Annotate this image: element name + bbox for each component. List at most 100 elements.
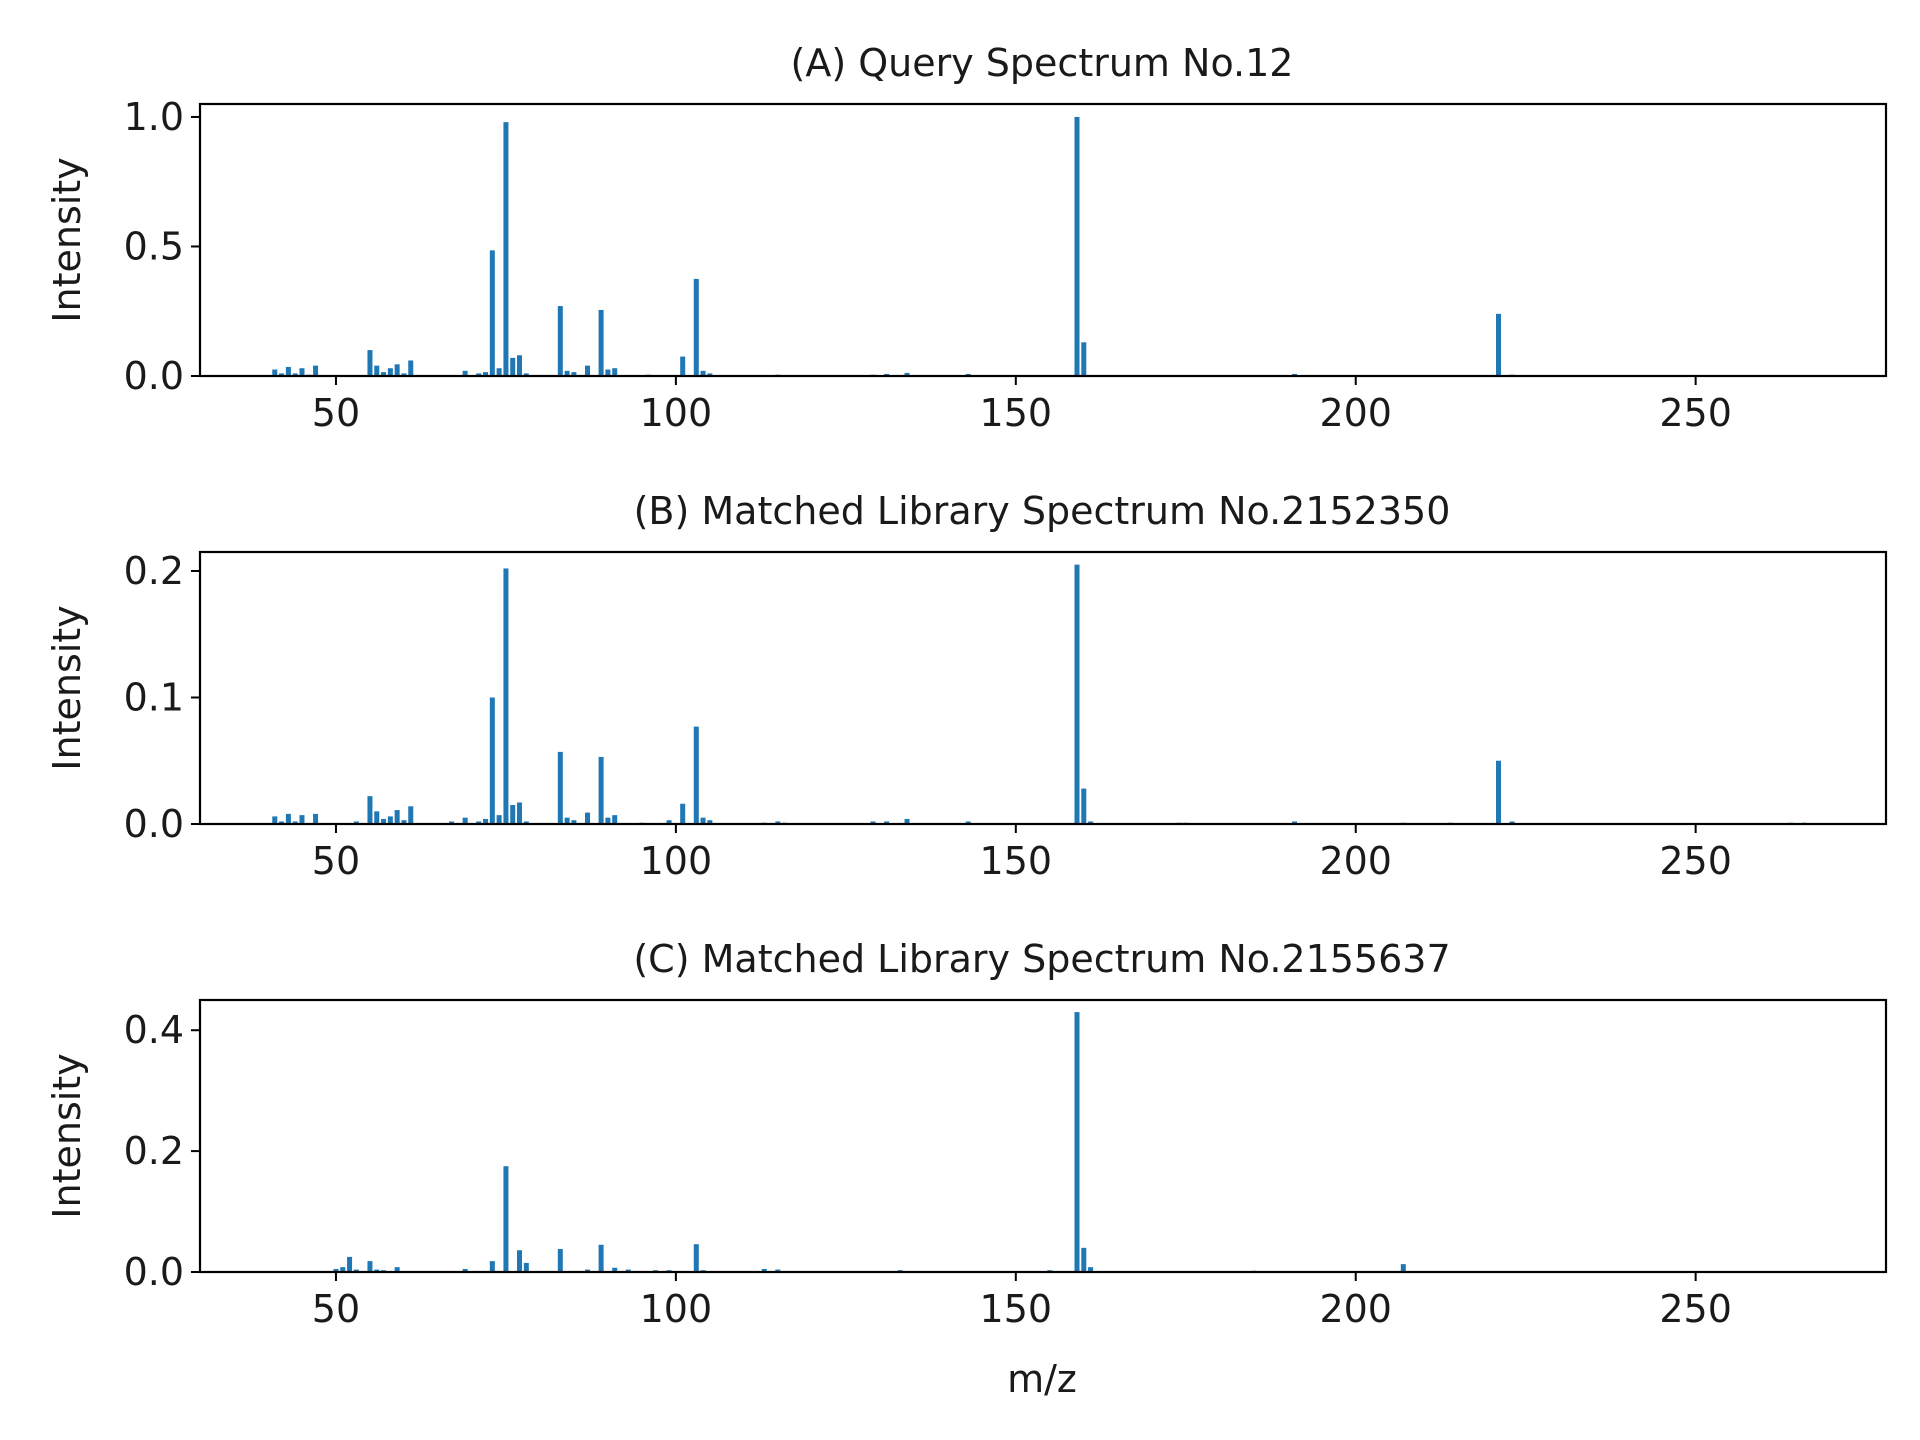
y-tick-label-a-0: 0.0	[124, 354, 184, 398]
x-tick-label-b-2: 150	[980, 839, 1053, 883]
bar-b-34	[693, 726, 699, 824]
x-tick-label-c-3: 200	[1319, 1287, 1392, 1331]
bar-c-7	[394, 1267, 400, 1272]
bar-a-28	[598, 309, 604, 376]
bar-a-45	[1495, 313, 1501, 376]
bar-c-12	[523, 1262, 529, 1272]
bar-b-6	[353, 821, 359, 824]
bar-a-0	[272, 369, 278, 376]
x-tick-label-b-4: 250	[1659, 839, 1732, 883]
bar-b-41	[884, 821, 890, 824]
bar-a-11	[387, 368, 393, 376]
bar-b-14	[449, 821, 455, 824]
bar-a-41	[1074, 116, 1080, 376]
x-tick-label-c-2: 150	[980, 1287, 1053, 1331]
bar-c-22	[761, 1268, 767, 1272]
bar-a-35	[707, 373, 713, 376]
bar-a-22	[517, 355, 523, 376]
bar-a-20	[503, 122, 509, 376]
bar-b-46	[1088, 821, 1094, 824]
bar-a-18	[489, 250, 495, 376]
bar-a-32	[680, 356, 686, 376]
bar-a-21	[510, 357, 516, 376]
bar-b-30	[612, 815, 618, 824]
bar-c-8	[462, 1268, 468, 1272]
ticks-b: 50 100 150 200 250 0.0 0.1 0.2	[124, 549, 1732, 883]
bar-b-15	[462, 817, 468, 824]
bar-c-13	[557, 1249, 563, 1272]
bar-b-17	[483, 818, 489, 824]
x-tick-label-a-2: 150	[980, 391, 1053, 435]
bar-b-27	[585, 812, 591, 824]
bar-c-28	[1088, 1267, 1094, 1272]
bar-b-32	[666, 820, 672, 824]
bar-b-22	[517, 802, 523, 824]
bar-a-12	[394, 364, 400, 376]
bar-b-12	[401, 820, 407, 824]
bar-c-10	[503, 1166, 509, 1272]
bar-c-4	[367, 1261, 373, 1272]
y-tick-label-b-1: 0.1	[124, 675, 184, 719]
bar-c-14	[585, 1269, 591, 1272]
y-axis-label-b: Intensity	[45, 605, 89, 770]
bar-c-11	[517, 1250, 523, 1272]
bar-b-11	[394, 810, 400, 824]
bar-a-9	[374, 365, 380, 376]
bar-c-26	[1074, 1012, 1080, 1272]
bar-b-3	[292, 821, 298, 824]
bars-a	[272, 116, 1515, 376]
bar-b-10	[387, 816, 393, 824]
y-axis-label-c: Intensity	[45, 1053, 89, 1218]
bar-a-30	[612, 368, 618, 376]
bar-b-42	[904, 818, 910, 824]
bar-b-9	[381, 818, 387, 824]
panel-a: (A) Query Spectrum No.12 50 100 150 200 250 0…	[45, 41, 1888, 435]
y-tick-label-c-1: 0.2	[124, 1129, 184, 1173]
bar-b-18	[489, 697, 495, 824]
bar-c-1	[340, 1267, 346, 1272]
bar-b-7	[367, 796, 373, 824]
bar-b-29	[605, 817, 611, 824]
panel-c: (C) Matched Library Spectrum No.2155637 …	[45, 937, 1888, 1401]
bar-a-10	[381, 372, 387, 376]
bar-a-15	[462, 370, 468, 376]
bar-b-33	[680, 803, 686, 824]
bar-b-43	[965, 821, 971, 824]
bar-c-20	[693, 1244, 699, 1272]
ticks-c: 50 100 150 200 250 0.0 0.2 0.4	[124, 1008, 1732, 1331]
x-tick-label-a-3: 200	[1319, 391, 1392, 435]
bar-a-33	[693, 278, 699, 376]
bar-c-3	[353, 1269, 359, 1272]
x-tick-label-c-4: 250	[1659, 1287, 1732, 1331]
bar-b-35	[700, 817, 706, 824]
x-tick-label-a-0: 50	[312, 391, 360, 435]
bar-b-5	[313, 813, 319, 824]
bar-b-1	[279, 821, 285, 824]
bar-b-25	[564, 817, 570, 824]
plot-frame-b	[198, 550, 1888, 826]
bar-a-17	[483, 372, 489, 376]
bar-a-39	[904, 372, 910, 376]
bar-a-25	[564, 370, 570, 376]
y-tick-label-b-2: 0.2	[124, 549, 184, 593]
bar-c-16	[612, 1267, 618, 1272]
plot-frame-a	[198, 102, 1888, 378]
bar-a-3	[292, 373, 298, 376]
x-tick-label-c-0: 50	[312, 1287, 360, 1331]
bar-b-40	[870, 821, 876, 824]
bar-c-30	[1400, 1264, 1406, 1272]
x-axis-label: m/z	[1007, 1357, 1077, 1401]
chart-title-c: (C) Matched Library Spectrum No.2155637	[633, 937, 1450, 981]
bar-b-45	[1081, 788, 1087, 824]
bar-b-44	[1074, 564, 1080, 824]
bar-a-6	[313, 365, 319, 376]
y-tick-label-a-2: 1.0	[124, 95, 184, 139]
bar-a-8	[367, 350, 373, 376]
bar-a-24	[557, 306, 563, 376]
bars-b	[272, 564, 1807, 824]
bar-a-2	[285, 366, 291, 376]
ticks-a: 50 100 150 200 250 0.0 0.5 1.0	[124, 95, 1732, 435]
bar-b-19	[496, 815, 502, 824]
chart-title-b: (B) Matched Library Spectrum No.2152350	[634, 489, 1451, 533]
